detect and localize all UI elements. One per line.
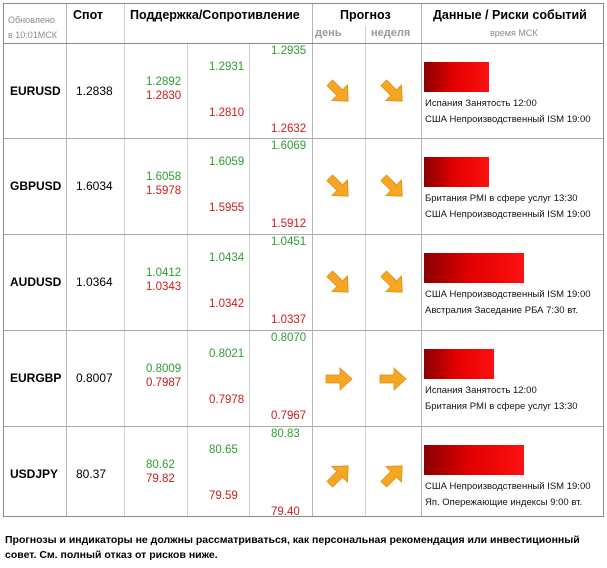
spot-value: 1.2838 <box>76 84 113 98</box>
risk-level-bar <box>424 62 489 92</box>
column-divider <box>124 4 125 516</box>
day-forecast-arrow-icon <box>324 364 354 394</box>
events-time-label: время МСК <box>490 28 538 38</box>
day-forecast-arrow-icon <box>324 268 354 298</box>
resistance-3-down: 1.5912 <box>271 218 307 230</box>
resistance-3-down: 1.2632 <box>271 123 307 135</box>
row-divider <box>4 234 603 235</box>
support-1-up: 0.8009 <box>146 363 182 375</box>
disclaimer: Прогнозы и индикаторы не должны рассматр… <box>5 534 580 561</box>
day-header: день <box>315 27 342 39</box>
resistance-3-down: 79.40 <box>271 506 300 518</box>
event-2: Австралия Заседание РБА 7:30 вт. <box>425 305 578 316</box>
column-divider <box>312 4 313 516</box>
week-forecast-arrow-icon <box>378 460 408 490</box>
day-forecast-arrow-icon <box>324 77 354 107</box>
event-2: США Непроизводственный ISM 19:00 <box>425 209 591 220</box>
forecast-table: Обновлено в 10:01МСК Спот Поддержка/Сопр… <box>3 3 604 518</box>
support-2-up: 1.0434 <box>209 252 245 264</box>
week-forecast-arrow-icon <box>378 268 408 298</box>
event-2: Яп. Опережающие индексы 9:00 вт. <box>425 497 583 508</box>
pair-label: GBPUSD <box>10 179 62 193</box>
spot-value: 80.37 <box>76 467 107 481</box>
event-1: США Непроизводственный ISM 19:00 <box>425 289 591 300</box>
spot-value: 1.0364 <box>76 275 113 289</box>
resistance-1-down: 0.7987 <box>146 377 182 389</box>
event-1: Испания Занятость 12:00 <box>425 385 537 396</box>
resistance-3-down: 0.7967 <box>271 410 307 422</box>
resistance-2-down: 0.7978 <box>209 394 245 406</box>
row-divider <box>4 43 603 44</box>
support-1-up: 80.62 <box>146 459 175 471</box>
row-divider <box>4 330 603 331</box>
updated-time: в 10:01МСК <box>8 30 58 40</box>
week-header: неделя <box>371 27 411 39</box>
day-forecast-arrow-icon <box>324 172 354 202</box>
support-3-up: 1.6069 <box>271 140 307 152</box>
spot-header: Спот <box>73 8 104 22</box>
support-3-up: 0.8070 <box>271 332 307 344</box>
week-forecast-arrow-icon <box>378 77 408 107</box>
event-1: США Непроизводственный ISM 19:00 <box>425 481 591 492</box>
column-divider <box>187 44 188 516</box>
resistance-2-down: 79.59 <box>209 490 238 502</box>
updated-label: Обновлено <box>8 15 55 25</box>
pair-label: AUDUSD <box>10 275 62 289</box>
support-2-up: 80.65 <box>209 444 238 456</box>
column-divider <box>421 4 422 516</box>
column-divider <box>66 4 67 516</box>
row-divider <box>4 426 603 427</box>
event-1: Испания Занятость 12:00 <box>425 98 537 109</box>
support-3-up: 80.83 <box>271 428 300 440</box>
risk-level-bar <box>424 253 524 283</box>
support-1-up: 1.6058 <box>146 171 182 183</box>
event-2: Британия PMI в сфере услуг 13:30 <box>425 401 578 412</box>
week-forecast-arrow-icon <box>378 364 408 394</box>
spot-value: 0.8007 <box>76 371 113 385</box>
resistance-1-down: 1.0343 <box>146 281 182 293</box>
resistance-1-down: 1.2830 <box>146 90 182 102</box>
pair-label: EURGBP <box>10 371 62 385</box>
forecast-header: Прогноз <box>340 8 391 22</box>
resistance-2-down: 1.2810 <box>209 107 245 119</box>
resistance-1-down: 1.5978 <box>146 185 182 197</box>
pair-label: USDJPY <box>10 467 59 481</box>
column-divider <box>249 44 250 516</box>
support-1-up: 1.0412 <box>146 267 182 279</box>
column-divider <box>365 26 366 516</box>
row-divider <box>4 138 603 139</box>
support-2-up: 1.6059 <box>209 156 245 168</box>
risk-level-bar <box>424 157 489 187</box>
support-resistance-header: Поддержка/Сопротивление <box>130 8 300 22</box>
support-2-up: 0.8021 <box>209 348 245 360</box>
risk-level-bar <box>424 445 524 475</box>
resistance-3-down: 1.0337 <box>271 314 307 326</box>
resistance-2-down: 1.0342 <box>209 298 245 310</box>
resistance-1-down: 79.82 <box>146 473 175 485</box>
event-1: Британия PMI в сфере услуг 13:30 <box>425 193 578 204</box>
event-2: США Непроизводственный ISM 19:00 <box>425 114 591 125</box>
day-forecast-arrow-icon <box>324 460 354 490</box>
support-3-up: 1.2935 <box>271 45 307 57</box>
resistance-2-down: 1.5955 <box>209 202 245 214</box>
pair-label: EURUSD <box>10 84 61 98</box>
support-1-up: 1.2892 <box>146 76 182 88</box>
support-3-up: 1.0451 <box>271 236 307 248</box>
risk-level-bar <box>424 349 494 379</box>
week-forecast-arrow-icon <box>378 172 408 202</box>
support-2-up: 1.2931 <box>209 61 245 73</box>
spot-value: 1.6034 <box>76 179 113 193</box>
events-header: Данные / Риски событий <box>433 8 587 22</box>
